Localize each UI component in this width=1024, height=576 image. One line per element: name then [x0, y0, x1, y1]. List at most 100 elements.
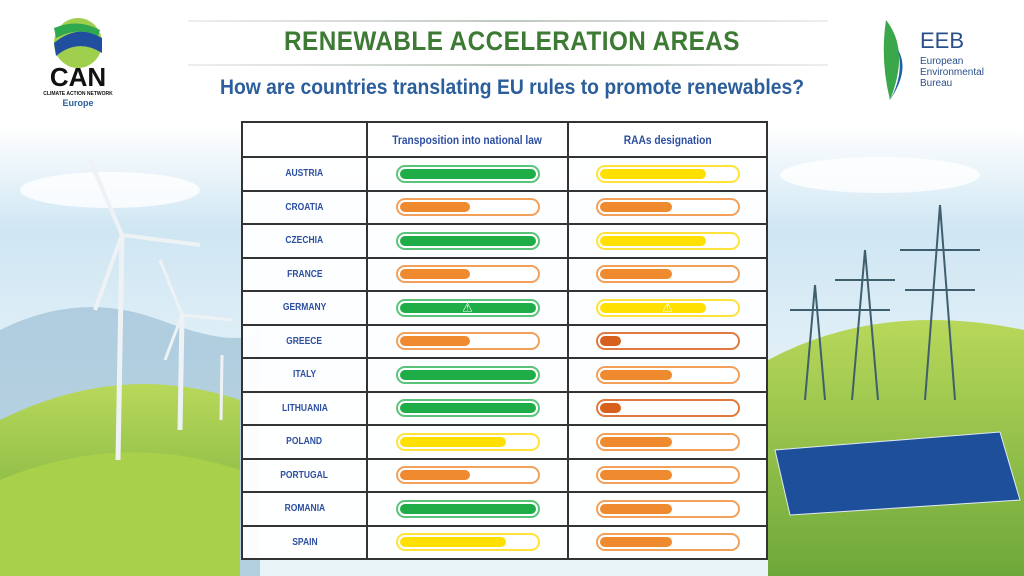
transposition-bar-fill: [399, 470, 471, 481]
raas-cell: ⚠: [567, 290, 768, 326]
page-title: RENEWABLE ACCELERATION AREAS: [284, 26, 740, 56]
raas-cell: [567, 323, 768, 359]
raas-progress-bar: [595, 265, 740, 284]
table-row: PORTUGAL: [241, 457, 768, 493]
transposition-bar-fill: [399, 436, 506, 447]
transposition-progress-bar: [395, 265, 540, 284]
raas-progress-bar: [595, 399, 740, 418]
transposition-cell: [366, 323, 569, 359]
raas-progress-bar: [595, 198, 740, 217]
raas-bar-fill: [599, 168, 706, 179]
country-name: POLAND: [241, 424, 368, 460]
transposition-progress-bar: [395, 164, 540, 183]
table-row: CROATIA: [241, 189, 768, 225]
transposition-bar-fill: [399, 269, 471, 280]
country-name: SPAIN: [241, 524, 368, 560]
raas-progress-bar: [595, 332, 740, 351]
transposition-cell: [366, 491, 569, 527]
page-subtitle: How are countries translating EU rules t…: [219, 76, 805, 99]
raas-bar-fill: [599, 403, 622, 414]
country-name: FRANCE: [241, 256, 368, 292]
raas-progress-bar: [595, 466, 740, 485]
table-row: ROMANIA: [241, 491, 768, 527]
solar-panels: [774, 431, 1021, 516]
header-country: [241, 121, 368, 158]
countries-table: Transposition into national law RAAs des…: [241, 121, 768, 560]
transposition-progress-bar: [395, 432, 540, 451]
raas-cell: [567, 390, 768, 426]
raas-progress-bar: [595, 231, 740, 250]
raas-bar-fill: [599, 537, 672, 548]
country-name: AUSTRIA: [241, 156, 368, 192]
raas-cell: [567, 491, 768, 527]
country-name: GERMANY: [241, 290, 368, 326]
raas-bar-fill: [599, 436, 672, 447]
transposition-cell: [366, 424, 569, 460]
raas-progress-bar: [595, 533, 740, 552]
raas-bar-fill: ⚠: [599, 300, 706, 315]
raas-cell: [567, 223, 768, 259]
transposition-progress-bar: [395, 399, 540, 418]
transposition-progress-bar: [395, 499, 540, 518]
raas-progress-bar: [595, 499, 740, 518]
raas-cell: [567, 256, 768, 292]
transposition-cell: [366, 223, 569, 259]
raas-bar-fill: [599, 503, 672, 514]
table-row: SPAIN: [241, 524, 768, 560]
transposition-progress-bar: [395, 198, 540, 217]
raas-cell: [567, 357, 768, 393]
eeb-leaf-icon: [883, 20, 903, 100]
country-name: CROATIA: [241, 189, 368, 225]
raas-cell: [567, 189, 768, 225]
transposition-cell: [366, 457, 569, 493]
transposition-progress-bar: [395, 466, 540, 485]
transposition-bar-fill: [399, 202, 471, 213]
raas-progress-bar: [595, 164, 740, 183]
transposition-bar-fill: [399, 235, 536, 246]
transposition-cell: [366, 357, 569, 393]
raas-progress-bar: [595, 432, 740, 451]
transposition-bar-fill: [399, 369, 536, 380]
transposition-bar-fill: [399, 503, 536, 514]
table-row: POLAND: [241, 424, 768, 460]
raas-bar-fill: [599, 269, 672, 280]
wind-turbines: [88, 159, 233, 461]
transposition-progress-bar: [395, 231, 540, 250]
transposition-bar-fill: [399, 537, 506, 548]
raas-bar-fill: [599, 235, 706, 246]
transposition-bar-fill: [399, 168, 536, 179]
table-row: ITALY: [241, 357, 768, 393]
transposition-progress-bar: [395, 332, 540, 351]
can-europe-logo: CAN CLIMATE ACTION NETWORK Europe: [28, 18, 128, 108]
table-row: LITHUANIA: [241, 390, 768, 426]
header-transposition: Transposition into national law: [366, 121, 569, 158]
warning-icon: ⚠: [662, 300, 673, 315]
transposition-progress-bar: ⚠: [395, 298, 540, 317]
country-name: GREECE: [241, 323, 368, 359]
table-row: GERMANY ⚠ ⚠: [241, 290, 768, 326]
raas-cell: [567, 457, 768, 493]
warning-icon: ⚠: [462, 300, 473, 315]
transposition-cell: [366, 189, 569, 225]
table-row: GREECE: [241, 323, 768, 359]
header-raas: RAAs designation: [567, 121, 768, 158]
raas-bar-fill: [599, 369, 672, 380]
raas-progress-bar: [595, 365, 740, 384]
raas-cell: [567, 524, 768, 560]
raas-progress-bar: ⚠: [595, 298, 740, 317]
raas-cell: [567, 424, 768, 460]
can-globe-icon: [54, 18, 102, 68]
raas-bar-fill: [599, 470, 672, 481]
transposition-cell: [366, 156, 569, 192]
country-name: CZECHIA: [241, 223, 368, 259]
eeb-logo: EEB European Environmental Bureau: [880, 20, 1000, 100]
country-name: LITHUANIA: [241, 390, 368, 426]
transposition-cell: [366, 256, 569, 292]
raas-bar-fill: [599, 202, 672, 213]
transposition-progress-bar: [395, 533, 540, 552]
country-name: ITALY: [241, 357, 368, 393]
power-pylons: [790, 204, 980, 401]
transposition-cell: [366, 390, 569, 426]
raas-bar-fill: [599, 336, 622, 347]
